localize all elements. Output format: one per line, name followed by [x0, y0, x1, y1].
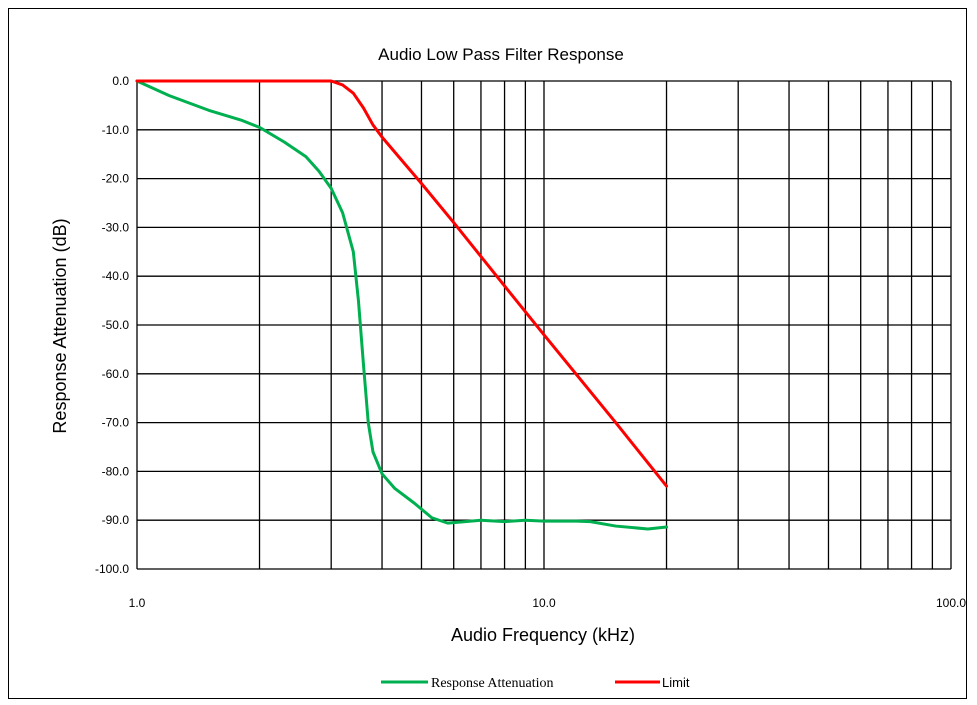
x-axis-title: Audio Frequency (kHz) — [451, 625, 635, 645]
x-tick-label: 1.0 — [129, 596, 146, 610]
y-tick-labels: 0.0 -10.0 -20.0 -30.0 -40.0 -50.0 -60.0 -70.0 -8… — [95, 74, 129, 576]
y-tick-label: 0.0 — [112, 74, 129, 88]
y-tick-label: -100.0 — [95, 562, 129, 576]
series-line-limit — [135, 79, 669, 488]
y-tick-label: -20.0 — [102, 172, 130, 186]
x-tick-label: 100.0 — [936, 596, 966, 610]
y-axis-title: Response Attenuation (dB) — [50, 218, 70, 433]
x-tick-labels: 1.0 10.0 100.0 — [129, 596, 967, 610]
grid — [136, 80, 952, 570]
y-tick-label: -70.0 — [102, 416, 130, 430]
series-layer — [135, 79, 669, 531]
y-tick-label: -40.0 — [102, 269, 130, 283]
y-tick-label: -60.0 — [102, 367, 130, 381]
legend-label-response-attenuation: Response Attenuation — [431, 676, 554, 691]
series-line-response-attenuation — [135, 79, 669, 531]
y-tick-label: -10.0 — [102, 123, 130, 137]
y-tick-label: -50.0 — [102, 318, 130, 332]
chart-frame — [8, 8, 967, 699]
y-tick-label: -90.0 — [102, 513, 130, 527]
legend-label-limit: Limit — [662, 675, 690, 690]
y-tick-label: -30.0 — [102, 220, 130, 234]
y-tick-label: -80.0 — [102, 464, 130, 478]
legend: Response Attenuation Limit — [381, 675, 690, 691]
x-tick-label: 10.0 — [532, 596, 556, 610]
chart-title: Audio Low Pass Filter Response — [378, 45, 624, 64]
